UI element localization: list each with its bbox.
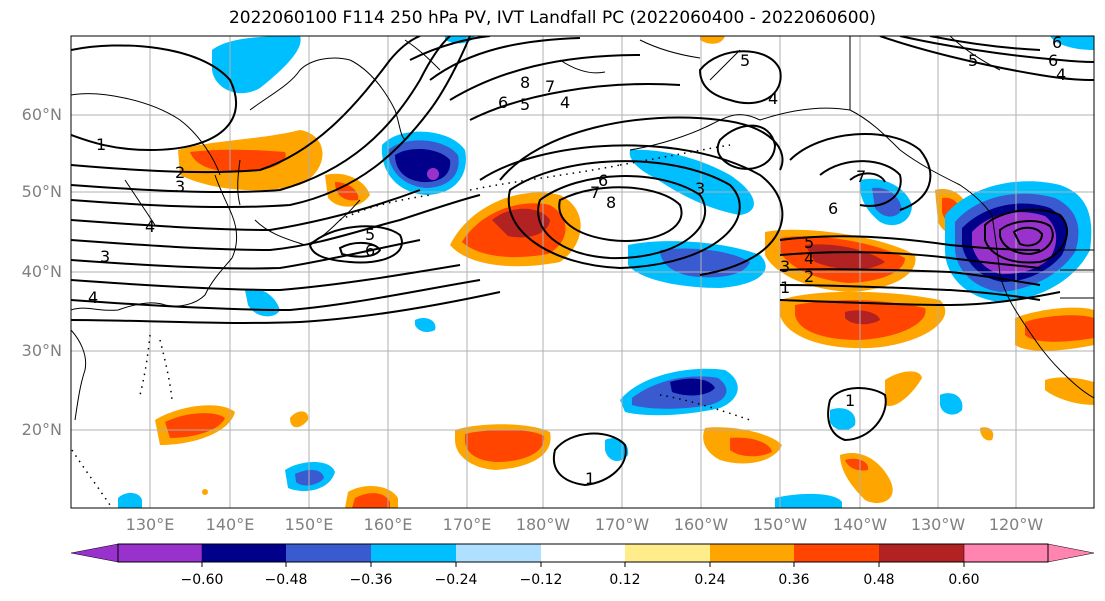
- contour-label: 6: [598, 171, 608, 190]
- island-chains: [71, 144, 751, 506]
- ivt-contours: [71, 36, 1094, 487]
- contour-label: 7: [856, 167, 866, 186]
- lon-label: 120°W: [988, 515, 1044, 534]
- contour-label: 6: [1048, 51, 1058, 70]
- lat-label: 20°N: [21, 420, 62, 439]
- contour-label: 4: [145, 217, 155, 236]
- colorbar-segment: [456, 544, 541, 562]
- contour-label: 1: [780, 278, 790, 297]
- lon-label: 130°E: [125, 515, 175, 534]
- contour-label: 6: [498, 93, 508, 112]
- colorbar-segment: [371, 544, 456, 562]
- contour-label: 4: [88, 288, 98, 307]
- colorbar: [70, 543, 1095, 567]
- map-title: 2022060100 F114 250 hPa PV, IVT Landfall…: [228, 8, 876, 28]
- colorbar-tick-label: 0.36: [778, 572, 810, 588]
- lon-label: 180°W: [515, 515, 571, 534]
- colorbar-tick-label: −0.36: [349, 572, 393, 588]
- contour-label: 6: [365, 241, 375, 260]
- contour-label: 4: [768, 89, 778, 108]
- contour-label: 4: [1056, 65, 1066, 84]
- contour-label: 1: [585, 469, 595, 488]
- lat-label: 60°N: [21, 105, 62, 124]
- contour-label: 7: [545, 77, 555, 96]
- contour-label: 2: [175, 163, 185, 182]
- contour-label: 5: [740, 51, 750, 70]
- lon-label: 150°W: [752, 515, 808, 534]
- lon-label: 160°E: [363, 515, 413, 534]
- contour-label: 2: [804, 267, 814, 286]
- contour-label: 5: [365, 225, 375, 244]
- colorbar-tick-label: −0.48: [264, 572, 308, 588]
- lon-label: 140°E: [205, 515, 255, 534]
- colorbar-tick-label: 0.24: [694, 572, 726, 588]
- colorbar-segment: [202, 544, 286, 562]
- colorbar-segment: [794, 544, 879, 562]
- contour-label: 3: [175, 177, 185, 196]
- lon-label: 130°W: [910, 515, 966, 534]
- contour-label: 8: [606, 193, 616, 212]
- colorbar-segment: [541, 544, 625, 562]
- lon-label: 160°W: [673, 515, 729, 534]
- lat-label: 50°N: [21, 182, 62, 201]
- colorbar-tick-label: −0.60: [180, 572, 224, 588]
- contour-label: 6: [828, 199, 838, 218]
- contour-label: 3: [780, 257, 790, 276]
- contour-label: 1: [845, 391, 855, 410]
- map-frame: [70, 35, 1095, 509]
- colorbar-segment: [286, 544, 371, 562]
- colorbar-segment: [963, 543, 1095, 563]
- contour-label: 6: [1052, 33, 1062, 52]
- colorbar-tick-label: −0.24: [434, 572, 478, 588]
- contour-label: 7: [590, 183, 600, 202]
- colorbar-segment: [625, 544, 710, 562]
- colorbar-segment: [70, 543, 203, 563]
- lon-label: 170°E: [442, 515, 492, 534]
- lon-label: 140°W: [832, 515, 888, 534]
- contour-label: 4: [560, 93, 570, 112]
- contour-label: 5: [804, 233, 814, 252]
- colorbar-tick-label: 0.12: [609, 572, 641, 588]
- contour-labels: 1 2 3 4 3 4 5 6 8 7 6 5 4 6 7 8 3 5 4 5 …: [88, 33, 1066, 488]
- colorbar-tick-label: −0.12: [519, 572, 563, 588]
- contour-label: 8: [520, 73, 530, 92]
- colorbar-segment: [879, 544, 964, 562]
- colorbar-tick-label: 0.48: [863, 572, 895, 588]
- lat-label: 30°N: [21, 341, 62, 360]
- lon-label: 170°W: [594, 515, 650, 534]
- contour-label: 5: [968, 51, 978, 70]
- contour-label: 4: [804, 249, 814, 268]
- colorbar-segment: [710, 544, 794, 562]
- contour-label: 3: [100, 247, 110, 266]
- contour-label: 5: [520, 95, 530, 114]
- lon-label: 150°E: [284, 515, 334, 534]
- lat-label: 40°N: [21, 262, 62, 281]
- contour-label: 3: [695, 179, 705, 198]
- positive-shading: [155, 36, 1094, 508]
- colorbar-tick-label: 0.60: [948, 572, 980, 588]
- contour-label: 1: [96, 135, 106, 154]
